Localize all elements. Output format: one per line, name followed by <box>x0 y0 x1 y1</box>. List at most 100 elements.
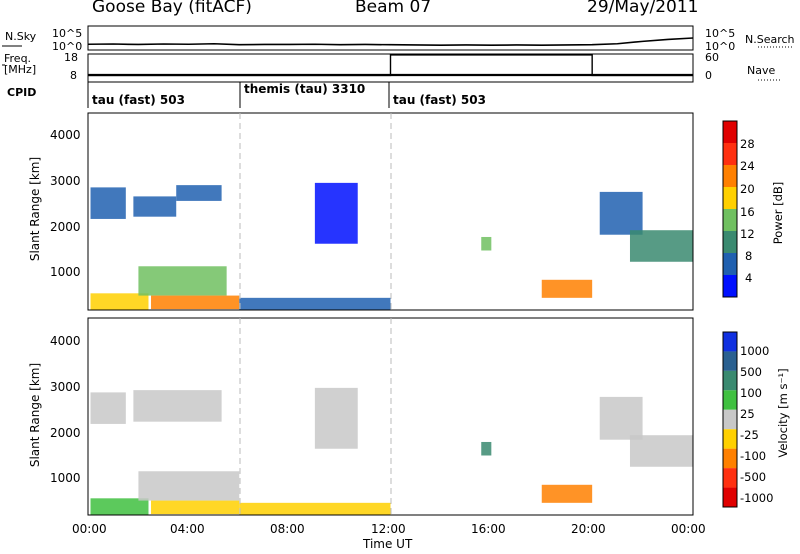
power-cbar-frame <box>722 120 738 298</box>
vel-cbar-swatch-7 <box>723 468 737 488</box>
vel-cbar-swatch-4 <box>723 409 737 430</box>
nsearch-tick-top: 10^5 <box>705 27 736 40</box>
velocity-ytick-3000: 3000 <box>50 380 81 394</box>
vel-cells-cell-6 <box>314 387 358 449</box>
velocity-heatmap <box>90 387 693 515</box>
nave-tick-bottom: 0 <box>705 69 712 82</box>
vel-cells-cell-3 <box>138 471 240 501</box>
power-cbar-tick-0: 28 <box>740 137 755 151</box>
velocity-ytick-4000: 4000 <box>50 334 81 348</box>
vel-cells-cell-5 <box>239 502 391 515</box>
vel-cells-cell-1 <box>90 392 126 424</box>
freq-label-1: Freq. <box>4 52 32 65</box>
power-cbar-swatch-2 <box>723 165 737 187</box>
xtick-4: 16:00 <box>471 522 506 536</box>
nave-series-line <box>88 54 693 77</box>
power-cells-cell-8 <box>481 236 492 251</box>
power-cells-cell-10 <box>599 191 643 235</box>
power-cells-cell-3 <box>176 185 222 201</box>
vel-cbar-swatch-1 <box>723 351 737 371</box>
power-cells-cell-5 <box>151 295 240 310</box>
vel-cbar-swatch-3 <box>723 390 737 410</box>
vel-cbar-swatch-0 <box>723 332 737 352</box>
vel-cbar-swatch-2 <box>723 370 737 391</box>
power-cells-cell-0 <box>90 293 149 310</box>
power-cbar-tick-1: 24 <box>740 159 755 173</box>
freq-panel-frame <box>87 53 694 83</box>
power-cells-cell-11 <box>629 230 693 262</box>
power-cells-cell-2 <box>133 196 177 217</box>
vel-cbar-swatch-5 <box>723 429 737 449</box>
xaxis-label: Time UT <box>363 537 413 551</box>
velocity-colorbar <box>722 331 738 508</box>
velocity-ytick-2000: 2000 <box>50 426 81 440</box>
nsky-tick-bottom: 10^0 <box>52 40 83 53</box>
velocity-ytick-1000: 1000 <box>50 471 81 485</box>
vel-cbar-tick-1: 500 <box>740 365 762 379</box>
cpid-segment-1: tau (fast) 503 <box>92 93 185 107</box>
freq-label-2: [MHz] <box>4 63 37 76</box>
power-ytick-4000: 4000 <box>50 128 81 142</box>
nsky-label: N.Sky <box>5 30 37 43</box>
vel-cbar-tick-3: 25 <box>740 407 755 421</box>
power-heatmap <box>90 182 693 310</box>
power-cells-cell-6 <box>239 297 391 310</box>
vel-cells-cell-2 <box>133 390 222 422</box>
nsearch-label: N.Search <box>745 33 795 46</box>
power-colorbar <box>722 120 738 298</box>
vel-cells-cell-4 <box>151 500 240 515</box>
power-cells-cell-1 <box>90 187 126 219</box>
power-cbar-tick-5: 8 <box>745 249 753 263</box>
power-cbar-swatch-5 <box>723 231 737 253</box>
xtick-3: 12:00 <box>371 522 406 536</box>
cpid-segment-3: tau (fast) 503 <box>393 93 486 107</box>
xtick-2: 08:00 <box>270 522 305 536</box>
freq-tick-top: 18 <box>64 51 78 64</box>
power-cells-cell-4 <box>138 266 227 296</box>
power-cbar-swatch-4 <box>723 209 737 231</box>
xtick-0: 00:00 <box>72 522 107 536</box>
xtick-1: 04:00 <box>170 522 205 536</box>
vel-cbar-tick-0: 1000 <box>740 344 770 358</box>
vel-cbar-tick-4: -25 <box>740 428 759 442</box>
nave-label: Nave <box>747 64 776 77</box>
cpid-segment-2: themis (tau) 3310 <box>244 82 366 96</box>
vel-cbar-frame <box>722 331 738 508</box>
power-cbar-swatch-3 <box>723 187 737 209</box>
power-ytick-1000: 1000 <box>50 265 81 279</box>
vel-cbar-swatch-6 <box>723 448 737 469</box>
vel-cbar-swatch-8 <box>723 487 737 507</box>
beam-title: Beam 07 <box>355 0 432 17</box>
power-cbar-swatch-0 <box>723 121 737 143</box>
xtick-6: 00:00 <box>671 522 706 536</box>
power-cbar-swatch-1 <box>723 143 737 165</box>
vel-cbar-tick-2: 100 <box>740 386 762 400</box>
station-title: Goose Bay (fitACF) <box>92 0 252 17</box>
vel-cells-cell-9 <box>599 396 643 440</box>
nsky-series-line <box>87 37 694 47</box>
power-cbar-tick-4: 12 <box>740 227 755 241</box>
power-cells-cell-9 <box>541 279 593 298</box>
power-cells-cell-7 <box>314 182 358 244</box>
nsky-tick-top: 10^5 <box>52 27 83 40</box>
power-ytick-3000: 3000 <box>50 174 81 188</box>
power-cbar-tick-2: 20 <box>740 182 755 196</box>
power-ytick-2000: 2000 <box>50 220 81 234</box>
vel-cells-cell-0 <box>90 498 149 515</box>
cpid-label: CPID <box>7 86 37 99</box>
vel-cells-cell-10 <box>629 435 693 467</box>
vel-cells-cell-8 <box>541 484 593 503</box>
vel-cbar-tick-5: -100 <box>740 449 767 463</box>
nave-tick-top: 60 <box>705 51 719 64</box>
xtick-5: 20:00 <box>571 522 606 536</box>
power-cbar-tick-6: 4 <box>745 271 753 285</box>
nsky-panel-frame <box>87 25 694 51</box>
nsearch-tick-bottom: 10^0 <box>705 40 736 53</box>
freq-tick-bottom: 8 <box>70 69 77 82</box>
vel-cbar-tick-7: -1000 <box>740 491 774 505</box>
vel-cells-cell-7 <box>481 441 492 456</box>
power-cbar-tick-3: 16 <box>740 205 755 219</box>
vel-cbar-tick-6: -500 <box>740 470 767 484</box>
date-title: 29/May/2011 <box>587 0 699 17</box>
